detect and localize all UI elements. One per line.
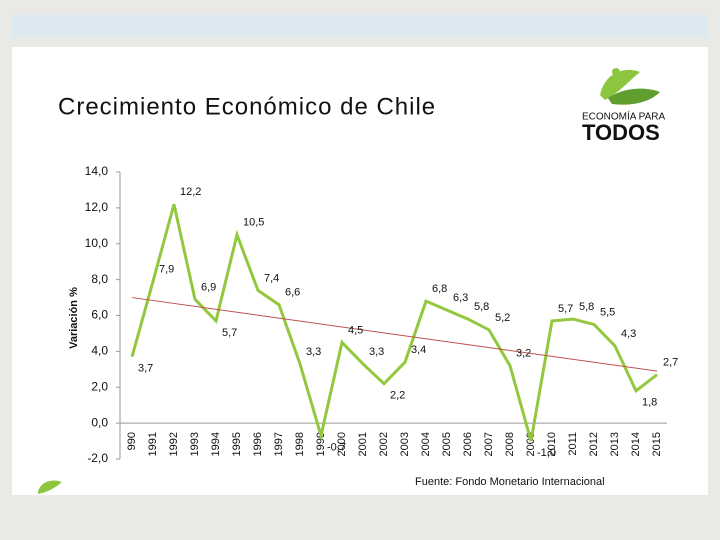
x-tick-label: 1997 bbox=[273, 432, 285, 456]
source: Fuente: Fondo Monetario Internacional bbox=[415, 476, 605, 488]
x-tick-label: 2015 bbox=[651, 432, 663, 456]
logo-bottom: TODOS bbox=[582, 120, 660, 145]
x-tick-label: 2001 bbox=[357, 432, 369, 456]
y-tick-label: 0,0 bbox=[91, 415, 108, 429]
value-label: 3,4 bbox=[411, 344, 426, 356]
value-label: 7,9 bbox=[159, 263, 174, 275]
y-axis-label: Variación % bbox=[68, 287, 80, 349]
value-label: 5,7 bbox=[558, 303, 573, 315]
trend-line bbox=[131, 297, 658, 372]
value-label: 4,5 bbox=[348, 324, 363, 336]
value-label: -0,7 bbox=[327, 442, 346, 454]
value-label: 6,8 bbox=[432, 283, 447, 295]
chart-title: Crecimiento Económico de Chile bbox=[58, 93, 436, 120]
logo-leaf bbox=[600, 69, 640, 100]
y-tick-label: 2,0 bbox=[91, 379, 108, 393]
y-tick-label: 14,0 bbox=[85, 164, 109, 178]
x-tick-label: 2003 bbox=[399, 432, 411, 456]
x-tick-label: 2009 bbox=[525, 432, 537, 456]
value-label: 1,8 bbox=[642, 397, 657, 409]
slide-body bbox=[12, 47, 708, 495]
x-tick-label: 1994 bbox=[210, 432, 222, 456]
small-logo bbox=[38, 480, 62, 494]
value-label: 6,9 bbox=[201, 281, 216, 293]
value-label: 5,8 bbox=[474, 301, 489, 313]
x-tick-label: 2000 bbox=[336, 432, 348, 456]
logo bbox=[600, 68, 660, 105]
logo-top: ECONOMÍA PARA bbox=[582, 110, 665, 123]
x-tick-label: 990 bbox=[126, 432, 138, 450]
value-label: 12,2 bbox=[180, 186, 201, 198]
value-label: 3,3 bbox=[369, 346, 384, 358]
x-tick-label: 2011 bbox=[567, 432, 579, 456]
value-label: 2,2 bbox=[390, 390, 405, 402]
value-label: 5,5 bbox=[600, 306, 615, 318]
y-tick-label: 8,0 bbox=[91, 272, 108, 286]
logo-dot bbox=[612, 68, 620, 76]
x-tick-label: 2008 bbox=[504, 432, 516, 456]
x-tick-label: 2012 bbox=[588, 432, 600, 456]
x-tick-label: 1996 bbox=[252, 432, 264, 456]
value-label: 7,4 bbox=[264, 272, 279, 284]
value-label: 4,3 bbox=[621, 328, 636, 340]
x-tick-label: 2002 bbox=[378, 432, 390, 456]
value-label: 3,3 bbox=[306, 346, 321, 358]
x-tick-label: 2004 bbox=[420, 432, 432, 456]
y-tick-label: 12,0 bbox=[85, 200, 109, 214]
value-label: 2,7 bbox=[663, 357, 678, 369]
value-label: 6,6 bbox=[285, 287, 300, 299]
x-tick-label: 2007 bbox=[483, 432, 495, 456]
value-label: -1,0 bbox=[537, 447, 556, 459]
x-tick-label: 1993 bbox=[189, 432, 201, 456]
value-label: 10,5 bbox=[243, 217, 264, 229]
x-tick-label: 2014 bbox=[630, 432, 642, 456]
value-label: 5,2 bbox=[495, 312, 510, 324]
x-tick-label: 2006 bbox=[462, 432, 474, 456]
top-band bbox=[12, 15, 708, 37]
value-label: 5,7 bbox=[222, 327, 237, 339]
x-tick-label: 1998 bbox=[294, 432, 306, 456]
x-tick-label: 2010 bbox=[546, 432, 558, 456]
x-tick-label: 2013 bbox=[609, 432, 621, 456]
y-tick-label: -2,0 bbox=[87, 451, 108, 465]
y-tick-label: 4,0 bbox=[91, 344, 108, 358]
y-tick-label: 10,0 bbox=[85, 236, 109, 250]
x-tick-label: 1992 bbox=[168, 432, 180, 456]
x-tick-label: 1995 bbox=[231, 432, 243, 456]
x-tick-label: 1991 bbox=[147, 432, 159, 456]
value-label: 3,7 bbox=[138, 363, 153, 375]
value-label: 3,2 bbox=[516, 348, 531, 360]
y-tick-label: 6,0 bbox=[91, 308, 108, 322]
data-line bbox=[130, 203, 658, 442]
value-label: 5,8 bbox=[579, 301, 594, 313]
value-label: 6,3 bbox=[453, 292, 468, 304]
logo-leaf bbox=[608, 88, 660, 105]
x-tick-label: 1999 bbox=[315, 432, 327, 456]
x-tick-label: 2005 bbox=[441, 432, 453, 456]
